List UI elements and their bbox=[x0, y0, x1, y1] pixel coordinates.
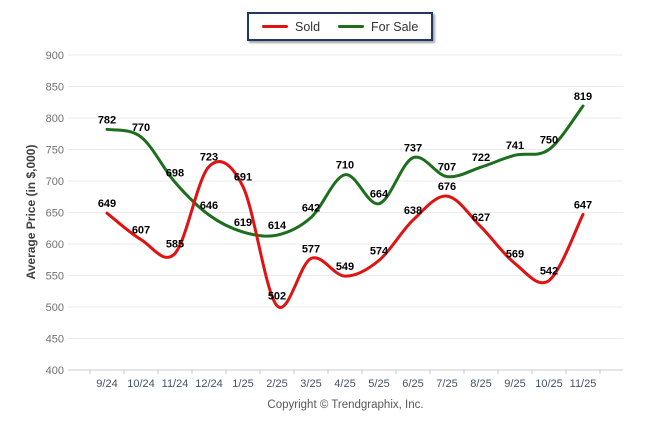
sold-data-label: 647 bbox=[574, 199, 592, 211]
for-sale-series-line bbox=[105, 104, 585, 238]
chart-legend: Sold For Sale bbox=[247, 12, 434, 41]
for-sale-data-label: 770 bbox=[132, 122, 150, 134]
y-tick-label: 550 bbox=[46, 271, 64, 283]
sold-data-label: 574 bbox=[370, 245, 389, 257]
sold-data-label: 638 bbox=[404, 205, 422, 217]
sold-data-label: 542 bbox=[540, 266, 558, 278]
legend-label-for-sale: For Sale bbox=[371, 19, 419, 34]
for-sale-data-label: 698 bbox=[166, 167, 184, 179]
x-tick-label: 10/25 bbox=[535, 378, 563, 390]
y-axis-title: Average Price (in $,000) bbox=[24, 144, 38, 280]
sold-data-label: 502 bbox=[268, 291, 286, 303]
x-tick-label: 2/25 bbox=[266, 378, 287, 390]
for-sale-data-label: 646 bbox=[200, 200, 218, 212]
for-sale-data-label: 710 bbox=[336, 160, 354, 172]
x-tick-label: 1/25 bbox=[232, 378, 253, 390]
for-sale-data-label: 750 bbox=[540, 135, 558, 147]
for-sale-line-swatch bbox=[338, 25, 365, 28]
x-tick-label: 5/25 bbox=[368, 378, 389, 390]
sold-data-label: 569 bbox=[506, 249, 524, 261]
sold-data-label: 577 bbox=[302, 243, 320, 255]
x-tick-label: 10/24 bbox=[127, 378, 155, 390]
y-tick-label: 400 bbox=[46, 365, 64, 377]
x-tick-label: 3/25 bbox=[300, 378, 321, 390]
sold-series-line bbox=[105, 160, 585, 309]
y-tick-label: 700 bbox=[46, 176, 64, 188]
x-tick-label: 8/25 bbox=[470, 378, 491, 390]
x-tick-label: 9/25 bbox=[504, 378, 525, 390]
for-sale-data-label: 619 bbox=[234, 217, 252, 229]
sold-data-label: 649 bbox=[98, 198, 116, 210]
y-tick-label: 600 bbox=[46, 239, 64, 251]
y-tick-label: 850 bbox=[46, 82, 64, 94]
x-tick-label: 4/25 bbox=[334, 378, 355, 390]
y-tick-label: 750 bbox=[46, 145, 64, 157]
sold-data-label: 627 bbox=[472, 212, 490, 224]
copyright-text: Copyright © Trendgraphix, Inc. bbox=[267, 399, 424, 411]
for-sale-data-label: 722 bbox=[472, 152, 490, 164]
for-sale-data-label: 614 bbox=[268, 220, 287, 232]
x-tick-label: 11/25 bbox=[570, 378, 597, 390]
x-tick-label: 11/24 bbox=[162, 378, 189, 390]
for-sale-data-label: 741 bbox=[506, 140, 524, 152]
y-tick-label: 500 bbox=[46, 302, 64, 314]
y-tick-label: 800 bbox=[46, 113, 64, 125]
sold-data-label: 585 bbox=[166, 238, 184, 250]
for-sale-data-label: 782 bbox=[98, 114, 116, 126]
sold-data-label: 723 bbox=[200, 152, 218, 164]
y-tick-label: 650 bbox=[46, 208, 64, 220]
legend-item-sold: Sold bbox=[262, 20, 320, 34]
sold-data-label: 691 bbox=[234, 172, 252, 184]
sold-data-label: 549 bbox=[336, 261, 354, 273]
x-tick-label: 6/25 bbox=[402, 378, 423, 390]
x-tick-label: 9/24 bbox=[96, 378, 117, 390]
for-sale-data-label: 819 bbox=[574, 91, 592, 103]
for-sale-data-label: 642 bbox=[302, 203, 320, 215]
sold-data-label: 676 bbox=[438, 181, 456, 193]
for-sale-data-label: 664 bbox=[370, 189, 389, 201]
for-sale-data-label: 737 bbox=[404, 143, 422, 155]
x-tick-label: 7/25 bbox=[436, 378, 457, 390]
legend-label-sold: Sold bbox=[295, 19, 321, 34]
sold-data-label: 607 bbox=[132, 225, 150, 237]
sold-line-swatch bbox=[262, 25, 288, 28]
y-tick-label: 450 bbox=[46, 334, 64, 346]
for-sale-data-label: 707 bbox=[438, 162, 456, 174]
x-tick-label: 12/24 bbox=[195, 378, 223, 390]
legend-item-for-sale: For Sale bbox=[338, 20, 418, 34]
y-tick-label: 900 bbox=[46, 50, 64, 62]
